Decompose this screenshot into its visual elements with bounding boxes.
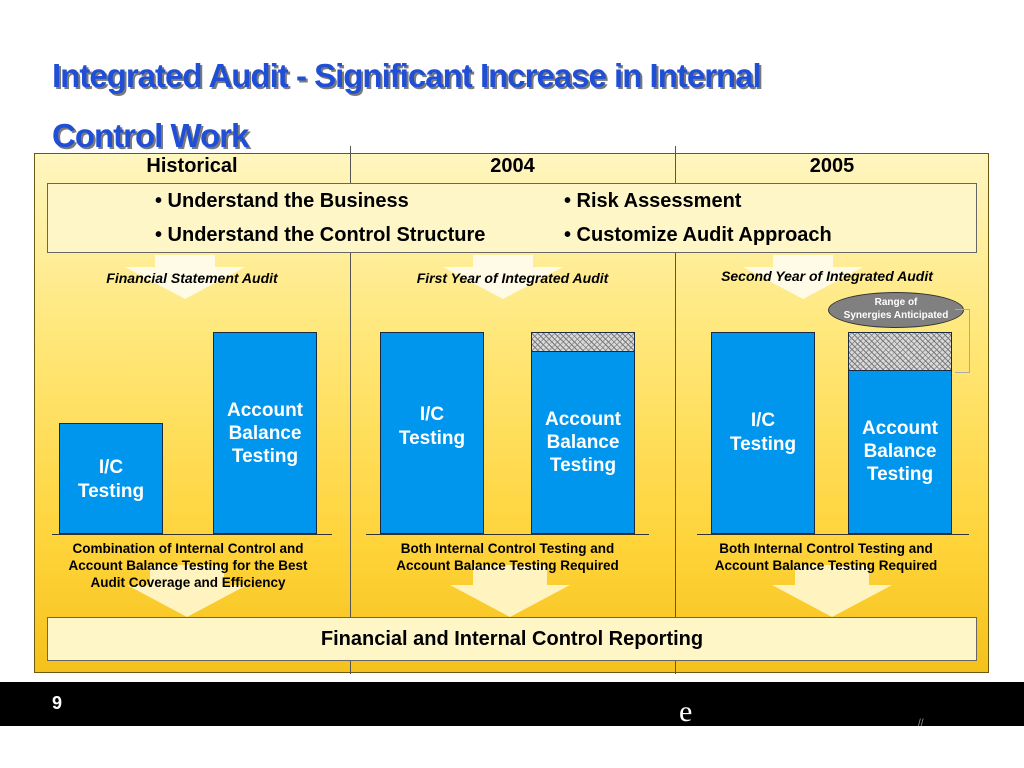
down-arrow-icon bbox=[443, 267, 563, 299]
footer-bar bbox=[0, 682, 1024, 726]
description-2004: Both Internal Control Testing and Accoun… bbox=[366, 540, 649, 574]
bar-text: I/C bbox=[419, 404, 445, 425]
bar-text: Testing bbox=[866, 464, 934, 485]
description-line: Account Balance Testing for the Best bbox=[68, 558, 308, 573]
bar-text: Account bbox=[862, 418, 938, 439]
bar-text: Balance bbox=[863, 441, 937, 462]
ic-testing-bar-2005: I/C Testing bbox=[711, 332, 815, 534]
column-header-historical: Historical bbox=[146, 155, 238, 177]
down-arrow-icon bbox=[450, 585, 570, 617]
bullet-customize-audit-approach: • Customize Audit Approach bbox=[564, 224, 832, 246]
label-first-year-integrated-audit: First Year of Integrated Audit bbox=[416, 270, 609, 286]
description-line: Both Internal Control Testing and bbox=[400, 541, 615, 556]
footer-logo-glyph: e bbox=[679, 695, 693, 728]
account-balance-bar-2004: Account Balance Testing bbox=[531, 351, 635, 534]
column-divider-1 bbox=[350, 146, 351, 674]
bar-text: Balance bbox=[228, 423, 302, 444]
account-balance-bar-2005: Account Balance Testing bbox=[848, 370, 952, 534]
description-2005: Both Internal Control Testing and Accoun… bbox=[690, 540, 962, 574]
arrow-shaft-2 bbox=[473, 255, 533, 267]
label-financial-statement-audit: Financial Statement Audit bbox=[106, 270, 278, 286]
down-arrow-icon bbox=[772, 585, 892, 617]
corner-mark: // bbox=[918, 718, 924, 729]
description-line: Combination of Internal Control and bbox=[72, 541, 304, 556]
description-historical: Combination of Internal Control and Acco… bbox=[52, 540, 324, 591]
bar-text: Account bbox=[227, 400, 303, 421]
planning-bullets-box bbox=[47, 183, 977, 253]
bar-text: Testing bbox=[231, 446, 299, 467]
synergy-hatch-2004 bbox=[531, 332, 635, 352]
bar-text: Balance bbox=[546, 432, 620, 453]
description-line: Audit Coverage and Efficiency bbox=[90, 575, 286, 590]
synergies-callout-line-2: Synergies Anticipated bbox=[843, 310, 949, 321]
account-balance-bar-historical: Account Balance Testing bbox=[213, 332, 317, 534]
arrow-shaft-3 bbox=[773, 255, 833, 267]
description-line: Account Balance Testing Required bbox=[396, 558, 619, 573]
bar-text: I/C bbox=[98, 457, 124, 478]
arrow-shaft-6 bbox=[795, 565, 869, 585]
reporting-box: Financial and Internal Control Reporting bbox=[47, 617, 977, 661]
bar-text: I/C bbox=[750, 410, 776, 431]
bar-text: Account bbox=[545, 409, 621, 430]
label-second-year-integrated-audit: Second Year of Integrated Audit bbox=[721, 268, 933, 284]
synergy-range-bracket bbox=[955, 309, 970, 373]
bullet-understand-control-structure: • Understand the Control Structure bbox=[155, 224, 486, 246]
down-arrow-icon bbox=[743, 267, 863, 299]
baseline-2005 bbox=[697, 534, 969, 535]
slide-title: Integrated Audit - Significant Increase … bbox=[52, 46, 952, 166]
bar-text: Testing bbox=[398, 428, 466, 449]
column-divider-2 bbox=[675, 146, 676, 674]
bar-text: Testing bbox=[549, 455, 617, 476]
page-number: 9 bbox=[52, 693, 63, 713]
down-arrow-icon bbox=[127, 585, 247, 617]
ic-testing-bar-2004: I/C Testing bbox=[380, 332, 484, 534]
arrow-shaft-1 bbox=[155, 255, 215, 267]
arrow-shaft-4 bbox=[150, 565, 224, 585]
description-line: Both Internal Control Testing and bbox=[719, 541, 933, 556]
slide-title-line-1: Integrated Audit - Significant Increase … bbox=[52, 57, 762, 94]
synergies-callout: Range of Synergies Anticipated bbox=[828, 292, 964, 328]
baseline-2004 bbox=[366, 534, 649, 535]
ic-testing-bar-historical: I/C Testing bbox=[59, 423, 163, 534]
bullet-understand-business: • Understand the Business bbox=[155, 190, 409, 212]
baseline-historical bbox=[52, 534, 332, 535]
synergy-hatch-2005 bbox=[848, 332, 952, 371]
slide-title-line-2: Control Work bbox=[52, 117, 249, 154]
bar-text: Testing bbox=[729, 434, 797, 455]
synergies-callout-line-1: Range of bbox=[874, 297, 918, 308]
column-header-2005: 2005 bbox=[809, 155, 855, 177]
column-header-2004: 2004 bbox=[490, 155, 535, 177]
bullet-risk-assessment: • Risk Assessment bbox=[564, 190, 742, 212]
down-arrow-icon bbox=[125, 267, 245, 299]
arrow-shaft-5 bbox=[473, 565, 547, 585]
description-line: Account Balance Testing Required bbox=[714, 558, 938, 573]
bar-text: Testing bbox=[77, 481, 145, 502]
